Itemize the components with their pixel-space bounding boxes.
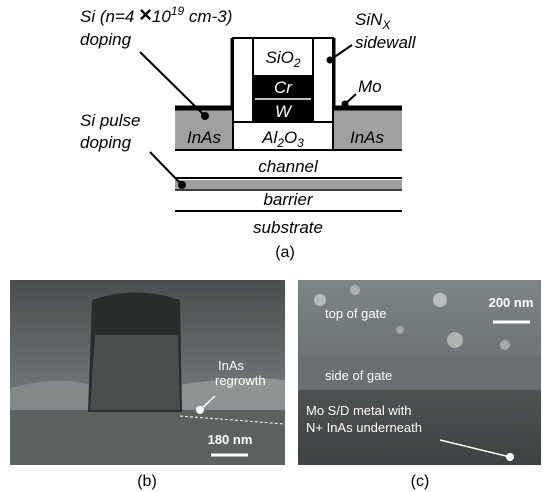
top-label: top of gate: [325, 306, 386, 321]
grain: [500, 340, 510, 350]
pulse-label: Si pulse: [80, 111, 140, 130]
pointer-dot: [201, 112, 209, 120]
side-label: side of gate: [325, 368, 392, 383]
sem-image-b: InAs regrowth 180 nm (b): [10, 280, 285, 490]
label-part: 3: [297, 136, 304, 150]
regrowth-label: regrowth: [215, 373, 266, 388]
cr-label: Cr: [274, 78, 293, 97]
label-part: 19: [171, 4, 185, 18]
label-part: SiN: [355, 10, 383, 29]
caption: (c): [411, 473, 430, 490]
si-doping-label: doping: [80, 30, 132, 49]
layer-label: substrate: [253, 218, 323, 237]
label-part: SiO: [265, 48, 293, 67]
si-doping-label: Si (n=4 ×1019 cm-3): [80, 2, 232, 27]
pulse-label: doping: [80, 133, 132, 152]
label-part: 10: [152, 7, 171, 26]
metal-label: Mo S/D metal with: [306, 403, 411, 418]
label-part: ×: [139, 2, 152, 27]
label-part: O: [284, 128, 297, 147]
grain: [433, 293, 447, 307]
mo-label: Mo: [358, 77, 382, 96]
layer-label: barrier: [263, 190, 313, 209]
sidewall-label: sidewall: [355, 33, 417, 52]
pointer-dot: [342, 101, 349, 108]
pulse-doping-layer: [175, 180, 402, 189]
scale-label: 180 nm: [208, 432, 253, 447]
pointer: [140, 52, 205, 116]
caption: (b): [137, 473, 157, 490]
label-part: cm-3): [184, 7, 232, 26]
pointer-dot: [506, 453, 514, 461]
regrowth-label: InAs: [218, 358, 245, 373]
layer-label: channel: [258, 157, 319, 176]
sem-image-c: top of gate 200 nm side of gate Mo S/D m…: [298, 280, 541, 490]
pointer: [150, 152, 182, 185]
metal-label: N+ InAs underneath: [306, 420, 422, 435]
inas-label: InAs: [187, 128, 222, 147]
caption: (a): [275, 244, 295, 261]
pointer-dot: [196, 406, 204, 414]
figure: Si (n=4 ×1019 cm-3) doping SiNX sidewall…: [0, 0, 543, 492]
grain: [447, 332, 463, 348]
w-label: W: [275, 102, 293, 121]
grain: [396, 326, 404, 334]
label-part: Si (n=4: [80, 7, 139, 26]
label-part: Al: [261, 128, 278, 147]
gate-body: [90, 335, 180, 410]
label-part: 2: [293, 56, 301, 70]
scale-label: 200 nm: [489, 295, 534, 310]
sidewall-label: SiNX: [355, 10, 391, 32]
schematic: Si (n=4 ×1019 cm-3) doping SiNX sidewall…: [80, 2, 417, 261]
pointer-dot: [327, 57, 334, 64]
inas-label: InAs: [350, 128, 385, 147]
label-part: X: [381, 18, 391, 32]
grain: [314, 294, 326, 306]
pointer-dot: [178, 181, 186, 189]
grain: [350, 285, 360, 295]
